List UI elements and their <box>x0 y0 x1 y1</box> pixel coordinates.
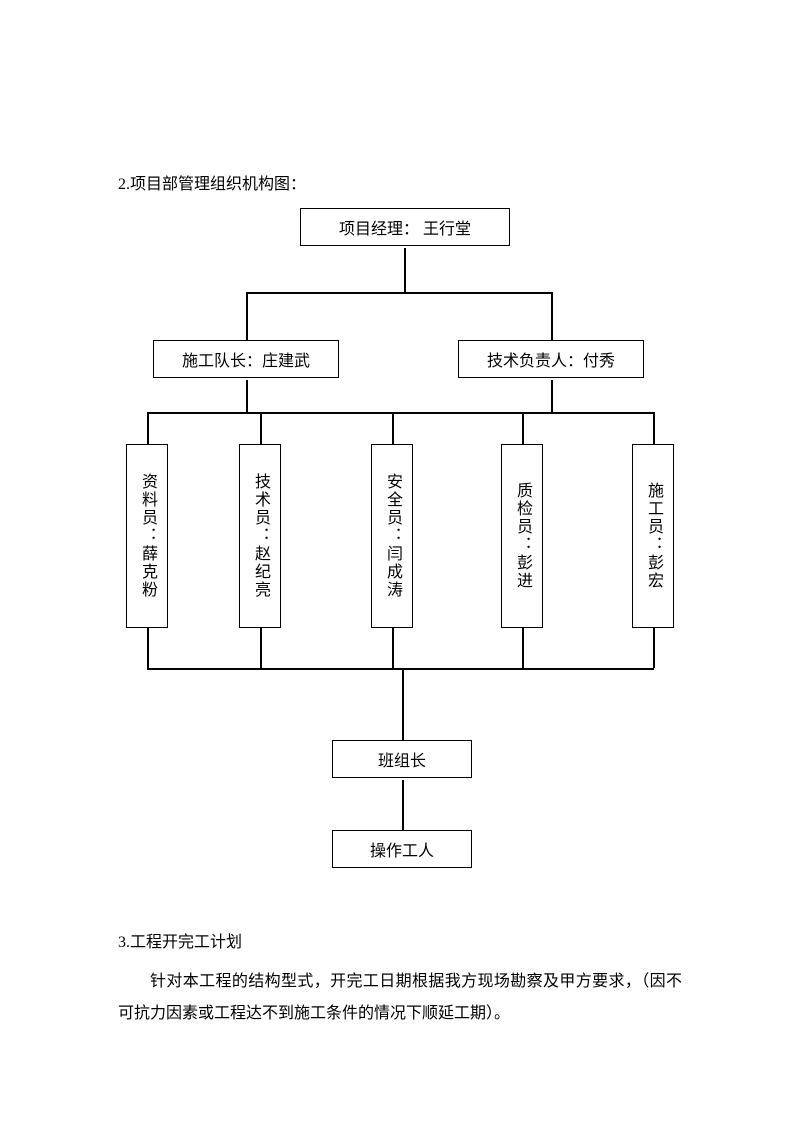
node-safety: 安全员：闫成涛 <box>371 444 413 628</box>
connector <box>260 412 262 444</box>
node-safety-label: 安全员：闫成涛 <box>380 473 404 599</box>
node-construction-label: 施工员：彭宏 <box>641 482 665 590</box>
connector <box>522 628 524 668</box>
node-quality-label: 质检员：彭进 <box>510 482 534 590</box>
connector <box>402 780 404 830</box>
connector <box>147 628 149 668</box>
paragraph-3: 针对本工程的结构型式，开完工日期根据我方现场勘察及甲方要求，（因不可抗力因素或工… <box>118 966 682 1030</box>
connector <box>147 412 654 414</box>
connector <box>246 292 248 340</box>
connector <box>653 412 655 444</box>
node-technician: 技术员：赵纪亮 <box>239 444 281 628</box>
node-group-lead: 班组长 <box>332 740 472 778</box>
node-team-lead-label: 施工队长：庄建武 <box>182 347 310 371</box>
node-worker-label: 操作工人 <box>370 837 434 861</box>
connector <box>551 380 553 412</box>
connector <box>246 292 552 294</box>
connector <box>392 412 394 444</box>
connector <box>147 412 149 444</box>
node-doc-clerk: 资料员：薛克粉 <box>126 444 168 628</box>
node-technician-label: 技术员：赵纪亮 <box>248 473 272 599</box>
connector <box>653 628 655 668</box>
connector <box>402 668 404 740</box>
node-tech-lead: 技术负责人：付秀 <box>458 340 644 378</box>
node-manager: 项目经理： 王行堂 <box>300 208 510 246</box>
node-quality: 质检员：彭进 <box>501 444 543 628</box>
connector <box>260 628 262 668</box>
connector <box>246 380 248 412</box>
heading-3: 3.工程开完工计划 <box>118 928 682 952</box>
heading-2: 2.项目部管理组织机构图： <box>118 170 682 194</box>
connector <box>147 668 654 670</box>
node-team-lead: 施工队长：庄建武 <box>153 340 339 378</box>
org-chart: 项目经理： 王行堂 施工队长：庄建武 技术负责人：付秀 资料员：薛克粉 <box>118 208 682 888</box>
node-group-lead-label: 班组长 <box>378 747 426 771</box>
node-tech-lead-label: 技术负责人：付秀 <box>487 347 615 371</box>
connector <box>522 412 524 444</box>
connector <box>404 248 406 292</box>
node-manager-label: 项目经理： 王行堂 <box>339 215 471 239</box>
connector <box>551 292 553 340</box>
connector <box>392 628 394 668</box>
node-doc-clerk-label: 资料员：薛克粉 <box>135 473 159 599</box>
node-construction: 施工员：彭宏 <box>632 444 674 628</box>
node-worker: 操作工人 <box>332 830 472 868</box>
